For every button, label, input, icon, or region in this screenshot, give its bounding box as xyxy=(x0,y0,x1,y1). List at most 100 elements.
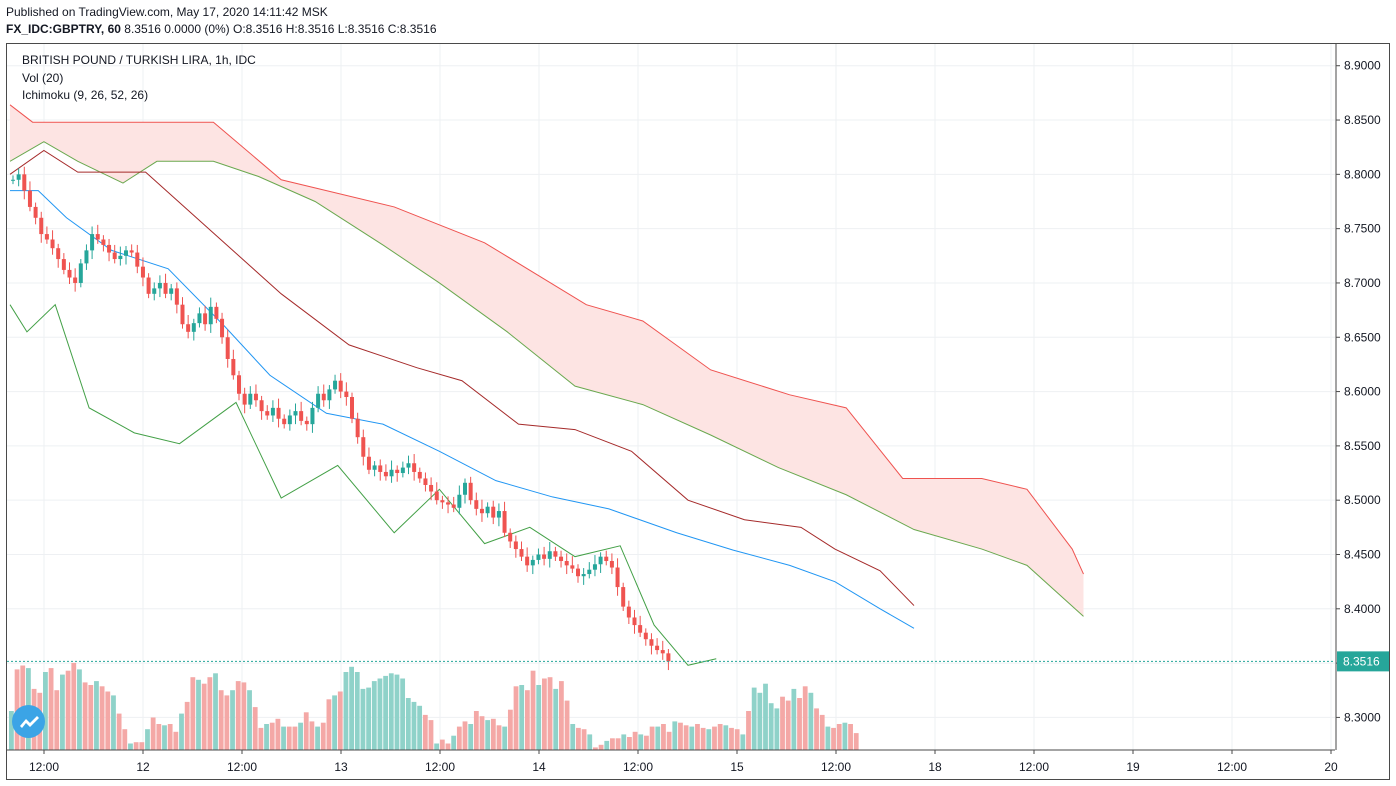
candle-body xyxy=(576,568,580,577)
volume-bar xyxy=(82,682,88,750)
volume-bar xyxy=(490,718,496,750)
candle-body xyxy=(496,511,501,518)
volume-bar xyxy=(672,721,678,750)
candle-body xyxy=(621,587,626,607)
volume-bar xyxy=(190,677,196,750)
chart-frame[interactable]: 8.30008.35008.40008.45008.50008.55008.60… xyxy=(6,43,1390,780)
price-chart[interactable]: 8.30008.35008.40008.45008.50008.55008.60… xyxy=(7,44,1389,779)
volume-bar xyxy=(281,726,286,750)
candle-body xyxy=(429,484,434,492)
candle-body xyxy=(56,248,61,260)
volume-bar xyxy=(610,738,615,750)
volume-bar xyxy=(428,720,434,750)
candle-body xyxy=(78,263,83,283)
volume-bar xyxy=(405,698,411,750)
candle-body xyxy=(649,639,654,646)
candle-body xyxy=(33,206,38,218)
candle-body xyxy=(570,565,575,569)
time-tick-label: 12:00 xyxy=(1217,760,1247,774)
price-tick-label: 8.8500 xyxy=(1344,113,1381,127)
candle-body xyxy=(389,469,394,477)
volume-bar xyxy=(252,707,258,750)
volume-bar xyxy=(264,724,269,750)
volume-bar xyxy=(757,692,763,750)
price-tick-label: 8.3000 xyxy=(1344,710,1381,724)
volume-bar xyxy=(275,718,281,750)
volume-bar xyxy=(485,720,491,750)
candle-body xyxy=(203,313,208,325)
candle-body xyxy=(39,217,44,235)
volume-bar xyxy=(848,724,853,750)
volume-bar xyxy=(853,733,859,750)
volume-bar xyxy=(439,739,445,750)
candle-body xyxy=(632,617,637,626)
volume-bar xyxy=(196,679,201,750)
candle-body xyxy=(502,511,507,533)
volume-bar xyxy=(388,673,394,750)
volume-bar xyxy=(400,678,406,750)
candle-body xyxy=(440,500,445,503)
candle-body xyxy=(378,465,383,472)
price-tick-label: 8.6000 xyxy=(1344,385,1381,399)
candle-body xyxy=(626,606,631,618)
volume-bar xyxy=(303,712,309,750)
candle-body xyxy=(231,358,236,376)
candle-body xyxy=(293,411,298,416)
ohlc-quote: 8.3516 0.0000 (0%) O:8.3516 H:8.3516 L:8… xyxy=(124,22,437,36)
candle-body xyxy=(220,318,225,338)
candle-body xyxy=(615,567,620,588)
volume-bar xyxy=(774,708,780,750)
volume-bar xyxy=(683,725,689,750)
candle-body xyxy=(282,418,287,425)
volume-bar xyxy=(9,711,14,750)
candle-body xyxy=(101,239,106,245)
candle-body xyxy=(361,437,366,457)
tradingview-logo-icon[interactable] xyxy=(12,705,45,738)
kijun-sen-line xyxy=(9,149,915,606)
volume-bar xyxy=(48,668,54,750)
candle-body xyxy=(50,239,55,249)
volume-bar xyxy=(751,687,757,750)
chikou-span-line xyxy=(9,303,717,666)
published-note: Published on TradingView.com, May 17, 20… xyxy=(6,5,328,19)
price-tick-label: 8.8000 xyxy=(1344,167,1381,181)
price-tick-label: 8.5000 xyxy=(1344,493,1381,507)
volume-bar xyxy=(286,726,292,750)
volume-bar xyxy=(218,690,224,750)
volume-bar xyxy=(162,725,167,750)
candle-body xyxy=(536,554,541,560)
volume-bar xyxy=(780,696,785,750)
candle-body xyxy=(660,650,665,654)
candle-body xyxy=(270,407,275,416)
volume-bar xyxy=(224,695,230,750)
volume-bar xyxy=(558,681,564,750)
volume-bar xyxy=(77,669,82,750)
candle-body xyxy=(259,400,264,412)
volume-bar xyxy=(836,724,842,750)
candle-body xyxy=(327,389,332,401)
volume-bar xyxy=(615,738,621,750)
candle-body xyxy=(16,174,21,180)
volume-bar xyxy=(547,677,553,750)
volume-bar xyxy=(235,681,241,750)
volume-bar xyxy=(785,700,791,750)
time-tick-label: 19 xyxy=(1126,760,1140,774)
candle-body xyxy=(643,632,648,640)
volume-bar xyxy=(337,691,343,750)
candle-body xyxy=(463,482,467,495)
candle-body xyxy=(559,556,564,562)
volume-bar xyxy=(105,691,111,750)
candle-body xyxy=(366,456,371,470)
volume-bar xyxy=(791,688,797,750)
volume-bar xyxy=(768,703,774,750)
volume-bar xyxy=(524,690,530,750)
volume-bar xyxy=(156,724,162,750)
price-tick-label: 8.6500 xyxy=(1344,330,1381,344)
candle-body xyxy=(180,304,185,325)
candle-body xyxy=(468,482,473,501)
volume-bar xyxy=(269,722,275,750)
volume-bar xyxy=(332,695,337,750)
volume-bar xyxy=(479,716,485,750)
volume-bar xyxy=(536,685,542,750)
volume-bar xyxy=(173,731,179,750)
